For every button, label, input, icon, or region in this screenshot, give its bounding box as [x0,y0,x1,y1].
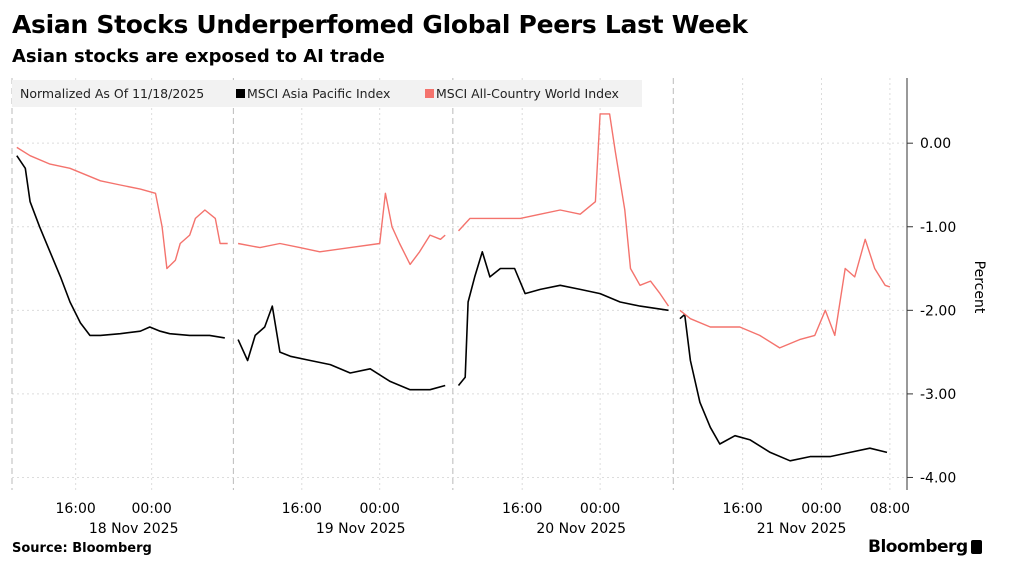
series-line-acwi [457,113,670,307]
x-date-label: 18 Nov 2025 [89,521,179,537]
source-note: Source: Bloomberg [12,541,152,556]
y-tick-label: -3.00 [920,387,956,403]
legend-label-asia: MSCI Asia Pacific Index [247,86,390,101]
legend-swatch-asia [236,89,245,98]
x-tick-label: 00:00 [131,501,171,517]
legend-box [12,80,642,107]
y-tick-label: -1.00 [920,220,956,236]
grid [11,78,907,490]
brand-name: Bloomberg [868,537,968,557]
x-tick-label: 00:00 [580,501,620,517]
x-date-label: 21 Nov 2025 [757,521,847,537]
chart-subtitle: Asian stocks are exposed to AI trade [12,46,385,67]
legend-swatch-acwi [425,89,434,98]
series-line-asia-pacific [679,313,888,462]
legend-label-acwi: MSCI All-Country World Index [436,86,619,101]
series-line-acwi [679,238,891,349]
x-tick-label: 16:00 [722,501,762,517]
bloomberg-icon [970,540,982,554]
x-tick-label: 00:00 [801,501,841,517]
series-line-acwi [237,192,446,266]
x-date-label: 19 Nov 2025 [316,521,406,537]
y-tick-label: 0.00 [920,136,951,152]
x-tick-label: 08:00 [870,501,910,517]
series-line-asia-pacific [16,155,225,339]
chart-title: Asian Stocks Underperfomed Global Peers … [12,10,748,39]
x-tick-label: 16:00 [55,501,95,517]
series-line-acwi [16,146,228,270]
y-tick-label: -4.00 [920,470,956,486]
series-lines [16,113,891,462]
bloomberg-logo: Bloomberg [868,537,982,557]
series-line-asia-pacific [237,305,446,391]
series-line-asia-pacific [457,251,669,387]
y-axis-label: Percent [971,261,987,314]
axes: 0.00 -1.00 -2.00 -3.00 -4.00 16:00 00:00 16:00 0… [55,136,956,537]
x-tick-label: 16:00 [502,501,542,517]
legend-note: Normalized As Of 11/18/2025 [20,86,204,101]
y-tick-label: -2.00 [920,303,956,319]
x-tick-label: 16:00 [282,501,322,517]
x-date-label: 20 Nov 2025 [536,521,626,537]
x-tick-label: 00:00 [360,501,400,517]
